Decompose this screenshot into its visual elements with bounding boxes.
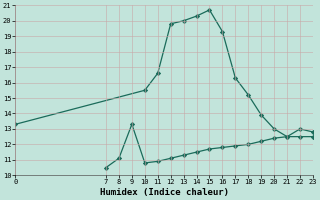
X-axis label: Humidex (Indice chaleur): Humidex (Indice chaleur) — [100, 188, 229, 197]
